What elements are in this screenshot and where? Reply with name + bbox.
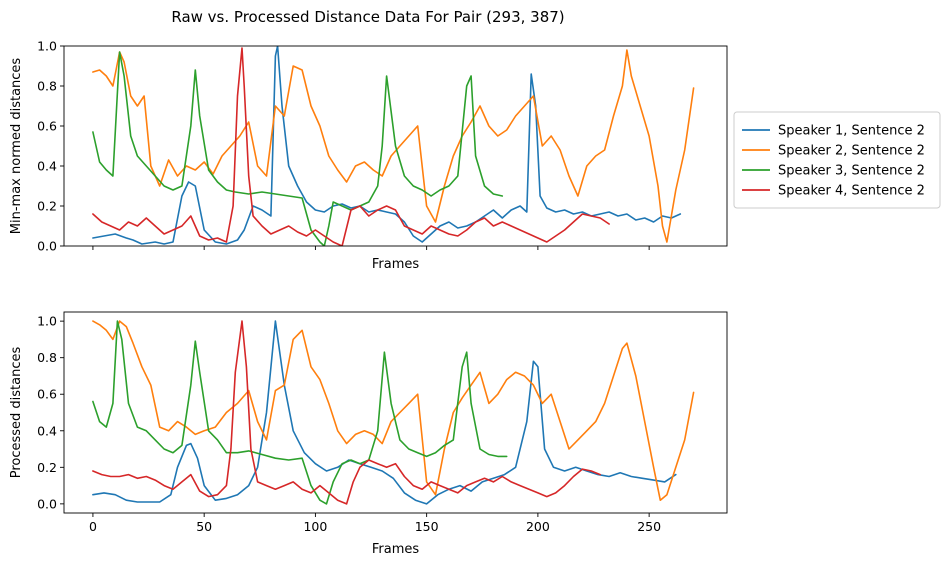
bottom-panel: 0 50 100 150 200 250 0.0 0.2 0.4 0.6 0.8 1.0 Frames P… bbox=[9, 311, 728, 557]
bottom-y-tick-label: 0.6 bbox=[37, 387, 57, 402]
bottom-x-tick-label: 100 bbox=[303, 519, 327, 534]
legend-label-speaker-4: Speaker 4, Sentence 2 bbox=[778, 184, 925, 199]
bottom-x-axis-label: Frames bbox=[372, 542, 420, 557]
bottom-series-line-speaker-1 bbox=[92, 320, 677, 505]
top-y-tick-label: 0.6 bbox=[37, 119, 57, 134]
top-series-line-speaker-4 bbox=[92, 47, 610, 246]
figure-title: Raw vs. Processed Distance Data For Pair… bbox=[171, 8, 564, 26]
bottom-x-tick-label: 250 bbox=[637, 519, 661, 534]
top-y-tick-label: 1.0 bbox=[37, 39, 57, 54]
bottom-x-tick-label: 0 bbox=[89, 519, 97, 534]
top-series-line-speaker-2 bbox=[92, 49, 695, 243]
top-series-line-speaker-1 bbox=[92, 46, 682, 245]
bottom-series-line-speaker-2 bbox=[92, 320, 695, 502]
bottom-y-axis-label: Processed distances bbox=[9, 346, 24, 478]
bottom-series-line-speaker-3 bbox=[92, 320, 508, 505]
top-y-tick-label: 0.4 bbox=[37, 159, 57, 174]
bottom-y-tick-label: 0.8 bbox=[37, 350, 57, 365]
legend-frame bbox=[733, 111, 941, 209]
bottom-y-tick-label: 0.0 bbox=[37, 496, 57, 511]
bottom-y-tick-label: 0.4 bbox=[37, 423, 57, 438]
top-x-axis-label: Frames bbox=[372, 257, 420, 272]
top-y-tick-label: 0.8 bbox=[37, 79, 57, 94]
bottom-x-tick-label: 150 bbox=[415, 519, 439, 534]
top-y-tick-label: 0.0 bbox=[37, 239, 57, 254]
top-y-axis-label: Min-max normed distances bbox=[9, 58, 24, 235]
bottom-x-tick-label: 50 bbox=[196, 519, 212, 534]
legend-label-speaker-1: Speaker 1, Sentence 2 bbox=[778, 124, 925, 139]
bottom-series-line-speaker-4 bbox=[92, 320, 602, 505]
bottom-y-tick-label: 1.0 bbox=[37, 314, 57, 329]
legend-label-speaker-2: Speaker 2, Sentence 2 bbox=[778, 144, 925, 159]
legend-label-speaker-3: Speaker 3, Sentence 2 bbox=[778, 164, 925, 179]
bottom-x-tick-label: 200 bbox=[526, 519, 550, 534]
top-panel: 0.0 0.2 0.4 0.6 0.8 1.0 Frames Min-max normed d… bbox=[9, 39, 728, 272]
top-series-line-speaker-3 bbox=[92, 51, 504, 246]
legend: Speaker 1, Sentence 2 Speaker 2, Sentence… bbox=[733, 111, 941, 209]
bottom-axes-frame bbox=[63, 311, 728, 514]
bottom-y-tick-label: 0.2 bbox=[37, 460, 57, 475]
top-y-tick-label: 0.2 bbox=[37, 199, 57, 214]
top-axes-frame bbox=[63, 45, 728, 247]
